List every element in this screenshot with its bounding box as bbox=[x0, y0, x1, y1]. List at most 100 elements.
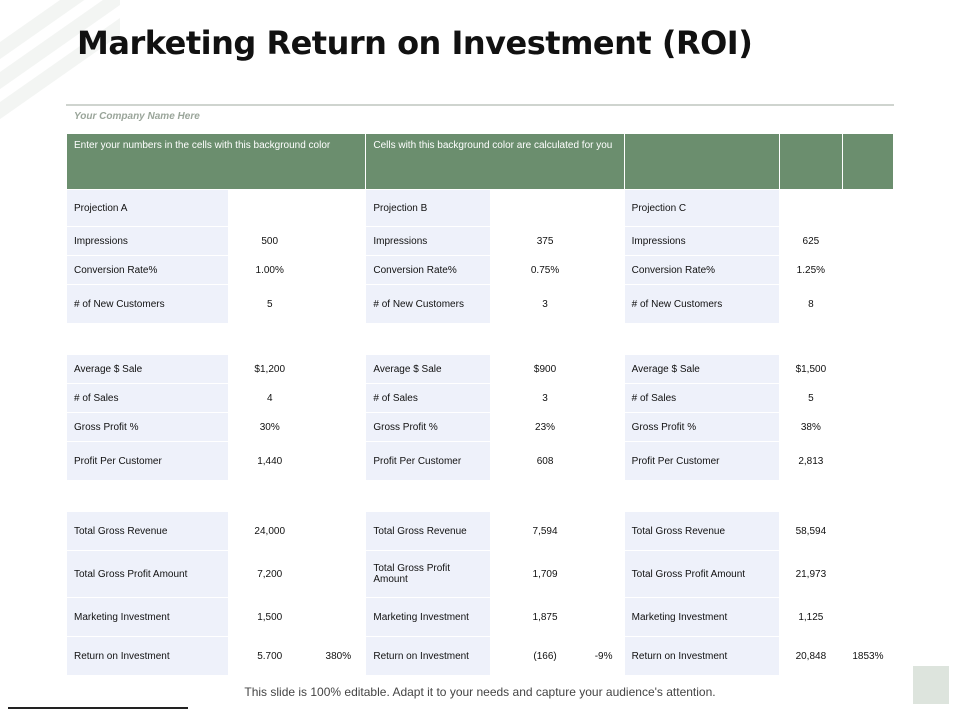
projection-b-label: Projection B bbox=[365, 189, 491, 227]
value-cell: 7,594 bbox=[506, 511, 584, 551]
calc-note: Cells with this background color are cal… bbox=[365, 133, 625, 190]
percent-cell: 380% bbox=[310, 636, 367, 676]
row-label: Return on Investment bbox=[65, 636, 230, 676]
empty-cell bbox=[841, 511, 895, 551]
row-label: Profit Per Customer bbox=[623, 441, 780, 481]
value-cell: 608 bbox=[506, 441, 584, 481]
row-label: Marketing Investment bbox=[65, 597, 230, 637]
empty-cell bbox=[841, 412, 895, 442]
table-row: Average $ Sale $1,200 Average $ Sale $90… bbox=[65, 354, 895, 384]
empty-cell bbox=[489, 255, 508, 285]
value-cell: 8 bbox=[778, 284, 843, 324]
row-label: Average $ Sale bbox=[65, 354, 230, 384]
row-label: Gross Profit % bbox=[365, 412, 491, 442]
row-label: Total Gross Revenue bbox=[65, 511, 230, 551]
empty-cell bbox=[310, 550, 367, 598]
value-cell[interactable]: 30% bbox=[228, 412, 312, 442]
projection-c-label: Projection C bbox=[623, 189, 780, 227]
value-cell[interactable]: $1,200 bbox=[228, 354, 312, 384]
empty-cell bbox=[841, 284, 895, 324]
footer-caption: This slide is 100% editable. Adapt it to… bbox=[244, 685, 716, 699]
company-name: Your Company Name Here bbox=[66, 104, 894, 132]
value-cell: 1,440 bbox=[228, 441, 312, 481]
spacer-row bbox=[66, 323, 894, 355]
row-label: Marketing Investment bbox=[623, 597, 780, 637]
empty-cell bbox=[489, 189, 508, 227]
empty-cell bbox=[582, 189, 625, 227]
page-title: Marketing Return on Investment (ROI) bbox=[77, 24, 753, 62]
empty-cell bbox=[582, 226, 625, 256]
row-label: # of New Customers bbox=[365, 284, 491, 324]
table-row: # of New Customers 5 # of New Customers … bbox=[65, 284, 895, 324]
empty-cell bbox=[582, 412, 625, 442]
empty-cell bbox=[310, 383, 367, 413]
row-label: Gross Profit % bbox=[623, 412, 780, 442]
table-row: Profit Per Customer 1,440 Profit Per Cus… bbox=[65, 441, 895, 481]
header-cell bbox=[623, 133, 780, 190]
table-row: Gross Profit % 30% Gross Profit % 23% Gr… bbox=[65, 412, 895, 442]
value-cell[interactable]: 1.25% bbox=[778, 255, 843, 285]
row-label: # of New Customers bbox=[65, 284, 230, 324]
row-label: # of Sales bbox=[623, 383, 780, 413]
row-label: Profit Per Customer bbox=[65, 441, 230, 481]
row-label: Return on Investment bbox=[365, 636, 491, 676]
value-cell[interactable]: 1,125 bbox=[778, 597, 843, 637]
value-cell[interactable]: $1,500 bbox=[778, 354, 843, 384]
empty-cell bbox=[582, 255, 625, 285]
empty-cell bbox=[582, 383, 625, 413]
value-cell: 3 bbox=[506, 383, 584, 413]
empty-cell bbox=[582, 284, 625, 324]
empty-cell bbox=[841, 441, 895, 481]
value-cell: 5 bbox=[228, 284, 312, 324]
empty-cell bbox=[841, 550, 895, 598]
header-row: Enter your numbers in the cells with thi… bbox=[65, 133, 895, 190]
row-label: Marketing Investment bbox=[365, 597, 491, 637]
empty-cell bbox=[582, 354, 625, 384]
row-label: Total Gross Revenue bbox=[365, 511, 491, 551]
empty-cell bbox=[841, 255, 895, 285]
empty-cell bbox=[310, 284, 367, 324]
value-cell[interactable]: 1.00% bbox=[228, 255, 312, 285]
empty-cell bbox=[489, 383, 508, 413]
row-label: Conversion Rate% bbox=[623, 255, 780, 285]
table-row: # of Sales 4 # of Sales 3 # of Sales 5 bbox=[65, 383, 895, 413]
value-cell[interactable]: 500 bbox=[228, 226, 312, 256]
value-cell: 20,848 bbox=[778, 636, 843, 676]
value-cell[interactable] bbox=[506, 189, 584, 227]
value-cell[interactable]: 625 bbox=[778, 226, 843, 256]
empty-cell bbox=[489, 412, 508, 442]
value-cell[interactable]: 375 bbox=[506, 226, 584, 256]
row-label: Return on Investment bbox=[623, 636, 780, 676]
row-label: # of New Customers bbox=[623, 284, 780, 324]
row-label: Total Gross Profit Amount bbox=[65, 550, 230, 598]
value-cell: 2,813 bbox=[778, 441, 843, 481]
row-label: Profit Per Customer bbox=[365, 441, 491, 481]
empty-cell bbox=[582, 597, 625, 637]
percent-cell: -9% bbox=[582, 636, 625, 676]
value-cell[interactable]: 1,500 bbox=[228, 597, 312, 637]
empty-cell bbox=[310, 597, 367, 637]
header-cell bbox=[778, 133, 843, 190]
value-cell[interactable]: 38% bbox=[778, 412, 843, 442]
value-cell: (166) bbox=[506, 636, 584, 676]
value-cell[interactable]: 0.75% bbox=[506, 255, 584, 285]
empty-cell bbox=[489, 597, 508, 637]
value-cell[interactable] bbox=[778, 189, 843, 227]
value-cell[interactable]: 23% bbox=[506, 412, 584, 442]
table-row: Projection A Projection B Projection C bbox=[65, 189, 895, 227]
empty-cell bbox=[582, 511, 625, 551]
value-cell: 4 bbox=[228, 383, 312, 413]
empty-cell bbox=[310, 354, 367, 384]
row-label: Total Gross Profit Amount bbox=[623, 550, 780, 598]
value-cell[interactable] bbox=[228, 189, 312, 227]
value-cell: 7,200 bbox=[228, 550, 312, 598]
row-label: Total Gross Revenue bbox=[623, 511, 780, 551]
empty-cell bbox=[489, 550, 508, 598]
value-cell[interactable]: 1,875 bbox=[506, 597, 584, 637]
row-label: Conversion Rate% bbox=[65, 255, 230, 285]
value-cell[interactable]: $900 bbox=[506, 354, 584, 384]
row-label: Conversion Rate% bbox=[365, 255, 491, 285]
roi-table: Enter your numbers in the cells with thi… bbox=[65, 133, 895, 676]
table-row: Impressions 500 Impressions 375 Impressi… bbox=[65, 226, 895, 256]
empty-cell bbox=[841, 383, 895, 413]
